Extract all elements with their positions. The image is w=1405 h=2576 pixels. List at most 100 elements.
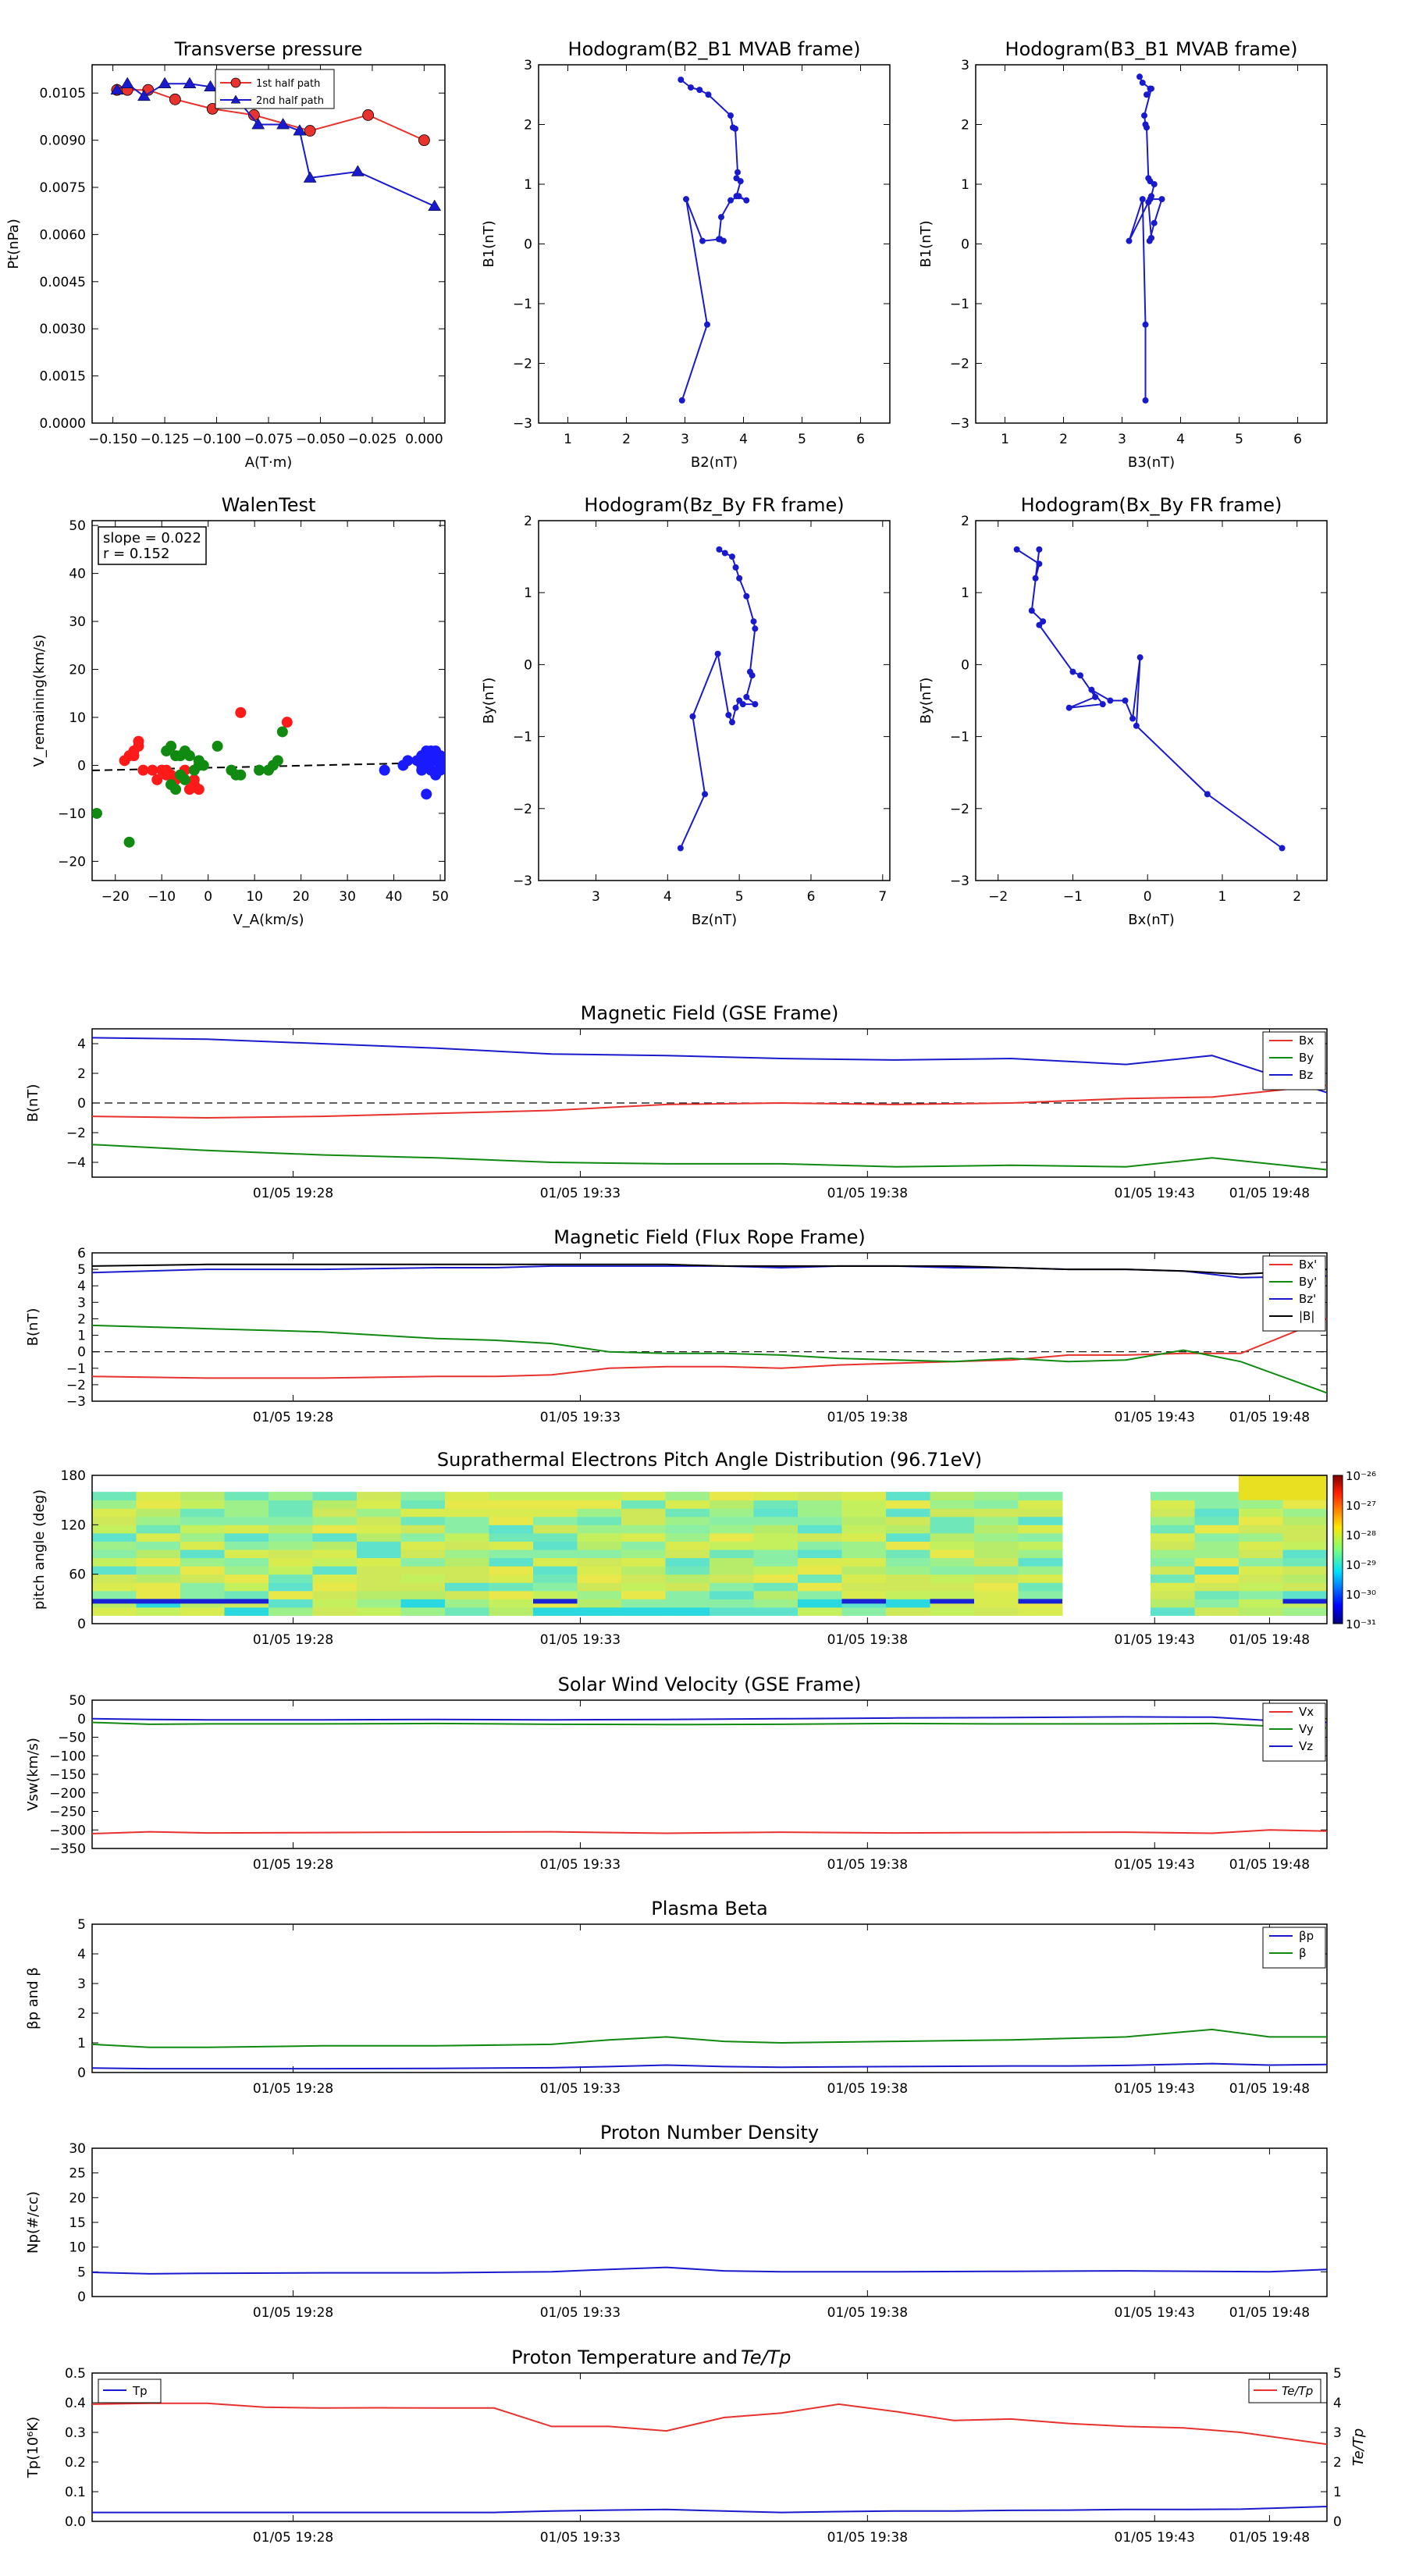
x-tick-label: 01/05 19:28 (253, 2305, 333, 2321)
heatmap-cell (445, 1525, 489, 1534)
data-point (193, 760, 205, 771)
heatmap-cell (577, 1500, 622, 1509)
y-tick-label: 2 (77, 1311, 86, 1327)
x-tick-label: 4 (1176, 432, 1185, 447)
x-tick-label: 0.000 (405, 432, 443, 447)
heatmap-cell (1018, 1541, 1063, 1550)
chart-title: WalenTest (222, 494, 316, 516)
heatmap-cell (92, 1599, 137, 1604)
y-tick-label: 4 (77, 1037, 86, 1052)
data-point (147, 764, 158, 776)
plot-frame (975, 520, 1328, 881)
heatmap-cell (621, 1500, 666, 1509)
heatmap-cell (841, 1566, 887, 1575)
data-point (183, 76, 197, 89)
x-tick-label: −0.025 (347, 432, 397, 447)
series-line-Tp (92, 2506, 1328, 2514)
data-point (728, 553, 735, 560)
heatmap-cell (753, 1582, 799, 1592)
heatmap-cell (974, 1516, 1019, 1525)
heatmap-cell (841, 1508, 887, 1517)
data-point (1136, 654, 1144, 661)
y-tick-label-right: 0 (1333, 2514, 1342, 2530)
heatmap-cell (269, 1500, 313, 1509)
heatmap-cell (974, 1550, 1019, 1559)
x-tick-label: 01/05 19:38 (827, 1632, 908, 1648)
data-point (165, 740, 177, 752)
plot-frame (91, 1252, 1328, 1402)
y-tick-label: 0 (77, 2290, 86, 2305)
legend-label: βp (1299, 1929, 1314, 1943)
heatmap-cell (92, 1541, 137, 1550)
heatmap-cell (180, 1508, 225, 1517)
y-tick-label: 0 (961, 657, 969, 673)
y-tick-label: 4 (77, 1279, 86, 1294)
heatmap-cell (710, 1590, 754, 1599)
y-tick-label: −2 (950, 802, 969, 817)
y-tick-label: 0 (77, 1345, 86, 1361)
data-point (704, 321, 710, 328)
data-point (1133, 722, 1140, 729)
x-tick-label: 01/05 19:33 (540, 2530, 621, 2546)
data-point (1036, 546, 1043, 553)
heatmap-cell (974, 1574, 1019, 1583)
heatmap-cell (886, 1557, 930, 1567)
legend-label: Bz' (1299, 1292, 1316, 1306)
data-point (1077, 672, 1084, 679)
chart-title: Hodogram(B2_B1 MVAB frame) (568, 38, 861, 60)
y-tick-label: −350 (49, 1841, 86, 1857)
legend-label: Vz (1299, 1739, 1313, 1753)
heatmap-cell (665, 1599, 710, 1608)
heatmap-cell (577, 1599, 622, 1608)
heatmap-cell (665, 1541, 710, 1550)
heatmap-cell (357, 1550, 401, 1559)
y-tick-label: 2 (524, 514, 532, 529)
plot-frame (91, 2147, 1328, 2297)
data-point (1148, 234, 1154, 241)
heatmap-cell (136, 1492, 181, 1501)
chart-pad: Suprathermal Electrons Pitch Angle Distr… (31, 1449, 1376, 1648)
y-tick-label: 50 (69, 1693, 86, 1709)
heatmap-cell (1282, 1516, 1328, 1525)
heatmap-cell (1282, 1532, 1328, 1542)
data-point (254, 764, 265, 776)
heatmap-cell (798, 1541, 842, 1550)
heatmap-cell (974, 1541, 1019, 1550)
heatmap-cell (1282, 1525, 1328, 1534)
heatmap-cell (445, 1492, 489, 1501)
heatmap-cell (753, 1550, 799, 1559)
y-tick-label: 120 (61, 1517, 86, 1533)
heatmap-cell (1282, 1500, 1328, 1509)
y-tick-label-right: 3 (1333, 2425, 1342, 2441)
chart-hb3: Hodogram(B3_B1 MVAB frame) −3 −2 −1 0 1 2 3 1 2 3 4… (918, 38, 1328, 471)
heatmap-cell (1239, 1574, 1283, 1583)
data-point (752, 625, 759, 632)
heatmap-cell (92, 1525, 137, 1534)
data-point (204, 80, 217, 92)
data-point (304, 125, 316, 137)
heatmap-cell (400, 1590, 446, 1599)
data-point (727, 112, 734, 119)
heatmap-cell (269, 1606, 313, 1616)
y-tick-label: −1 (950, 730, 969, 745)
x-tick-label: 01/05 19:43 (1115, 1410, 1195, 1425)
heatmap-cell (533, 1492, 578, 1501)
legend-label: Bx (1299, 1034, 1314, 1048)
series-line (1128, 76, 1163, 400)
heatmap-cell (621, 1508, 666, 1517)
heatmap-cell (1282, 1566, 1328, 1575)
y-axis-label: B(nT) (25, 1308, 41, 1347)
heatmap-cell (798, 1590, 842, 1599)
heatmap-cell (621, 1541, 666, 1550)
data-point (1122, 697, 1129, 704)
data-point (119, 755, 130, 767)
heatmap-cell (180, 1557, 225, 1567)
data-point (276, 118, 290, 130)
heatmap-cell (577, 1606, 622, 1616)
data-point (743, 197, 750, 204)
y-tick-label: 0 (77, 1617, 86, 1632)
x-tick-label: 1 (564, 432, 572, 447)
heatmap-cell (445, 1532, 489, 1542)
heatmap-cell (445, 1606, 489, 1616)
heatmap-cell (930, 1557, 975, 1567)
